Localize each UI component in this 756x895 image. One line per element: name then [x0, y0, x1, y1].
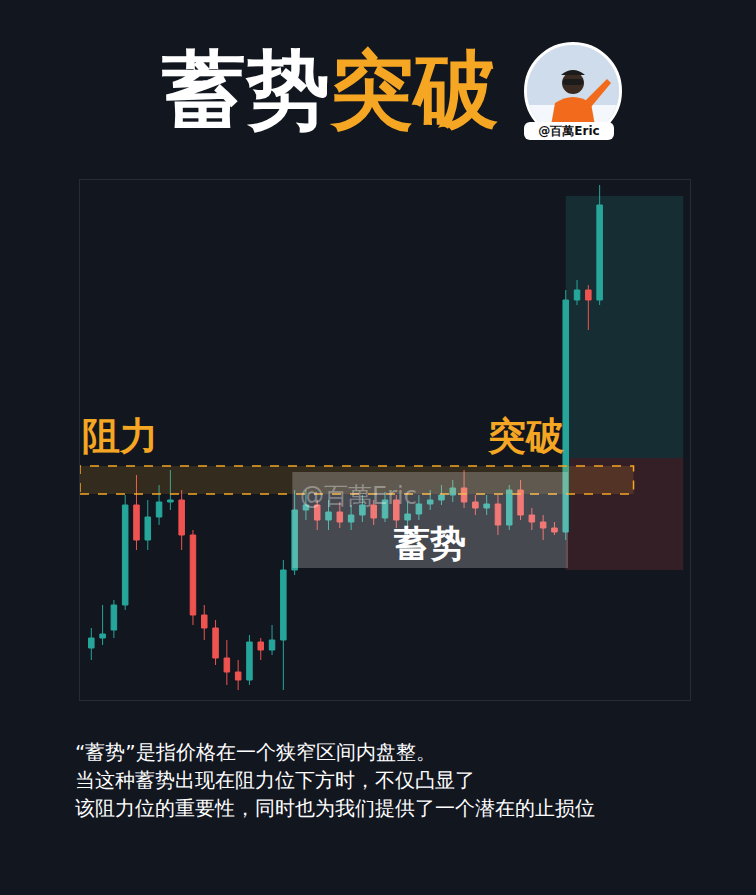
svg-text:蓄势突破: 蓄势突破 — [161, 41, 498, 139]
svg-text:@百萬Eric: @百萬Eric — [300, 482, 417, 510]
svg-text:阻力: 阻力 — [82, 414, 158, 458]
html-text:“蓄势”是指价格在一个狭窄区间内盘整。: “蓄势”是指价格在一个狭窄区间内盘整。 — [75, 740, 436, 764]
html-text:该阻力位的重要性，同时也为我们提供了一个潜在的止损位: 该阻力位的重要性，同时也为我们提供了一个潜在的止损位 — [75, 796, 595, 820]
svg-text:蓄势: 蓄势 — [394, 523, 466, 564]
html-text:当这种蓄势出现在阻力位下方时，不仅凸显了: 当这种蓄势出现在阻力位下方时，不仅凸显了 — [75, 768, 475, 792]
html-text:@百萬Eric: @百萬Eric — [538, 124, 600, 138]
svg-text:突破: 突破 — [487, 414, 564, 458]
